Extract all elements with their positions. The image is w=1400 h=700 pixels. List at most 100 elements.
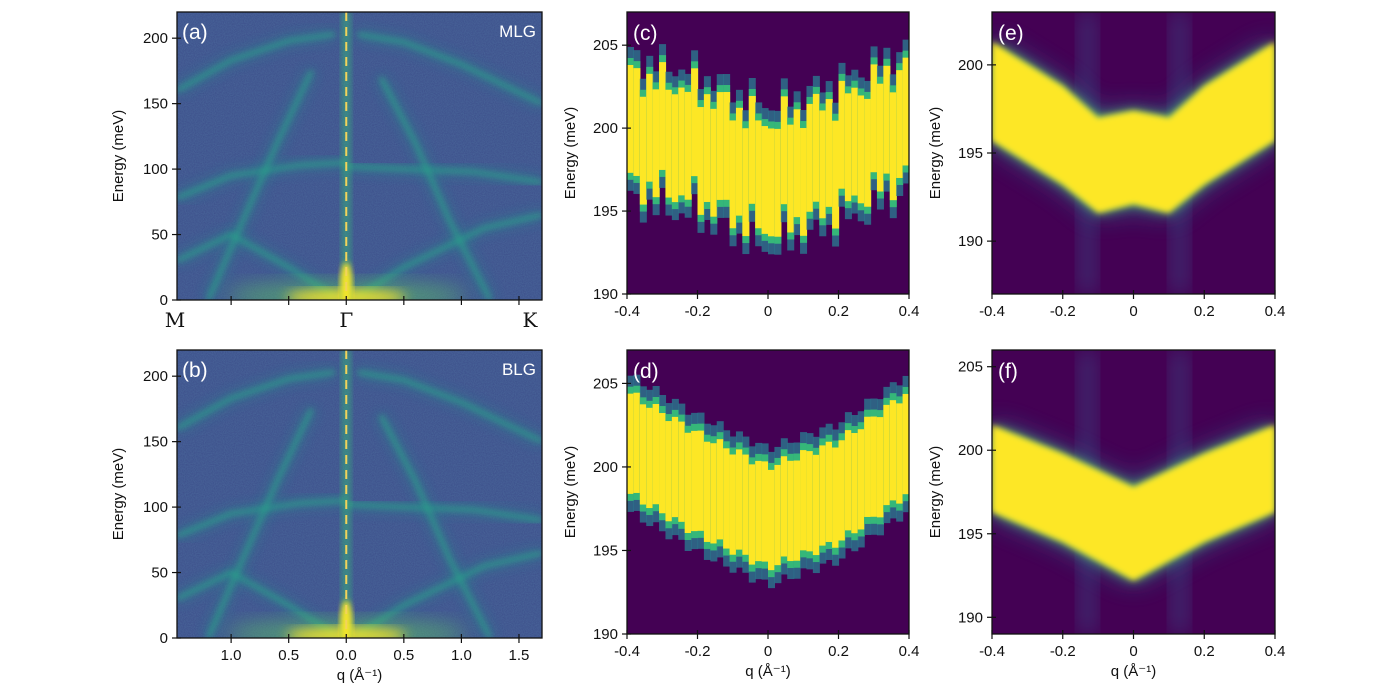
y-axis-title: Energy (meV) bbox=[927, 107, 944, 200]
band-column bbox=[793, 109, 801, 218]
y-tick-label: 100 bbox=[143, 499, 168, 516]
band-column bbox=[851, 433, 859, 534]
panel-e: (e) 190 195 200 Energy (meV) -0.4 -0.2 0 0.2 0.4 bbox=[927, 11, 1286, 320]
x-tick-label: -0.4 bbox=[614, 303, 640, 320]
heatmap-image bbox=[177, 350, 542, 638]
sample-label: BLG bbox=[502, 360, 536, 379]
high-symmetry-label: Γ bbox=[339, 308, 353, 332]
panel-frame bbox=[176, 11, 543, 301]
band-column bbox=[832, 120, 840, 229]
dispersion-branch bbox=[346, 502, 542, 522]
y-tick-label: 50 bbox=[151, 227, 168, 244]
y-tick-label: 200 bbox=[593, 459, 618, 476]
x-tick-label: -0.2 bbox=[1050, 303, 1076, 320]
band-column bbox=[627, 65, 635, 173]
dispersion-branch bbox=[379, 414, 492, 638]
dispersion-branch bbox=[356, 213, 542, 298]
x-axis-title: q (Å⁻¹) bbox=[745, 663, 790, 680]
band-column bbox=[876, 83, 884, 192]
dispersion-branch bbox=[206, 70, 314, 300]
y-tick-label: 190 bbox=[593, 626, 618, 643]
band-column bbox=[646, 407, 654, 509]
y-tick-label: 200 bbox=[958, 57, 983, 74]
band-column bbox=[678, 87, 686, 196]
band-column bbox=[851, 87, 859, 196]
high-symmetry-label: K bbox=[523, 308, 539, 332]
band-column bbox=[793, 460, 801, 561]
y-tick-label: 195 bbox=[958, 145, 983, 162]
y-tick-label: 205 bbox=[958, 359, 983, 376]
band-column bbox=[800, 128, 808, 236]
band-column bbox=[697, 107, 705, 215]
y-tick-label: 190 bbox=[593, 286, 618, 303]
panel-label: (b) bbox=[182, 359, 208, 382]
band-column bbox=[646, 73, 654, 182]
y-tick-label: 50 bbox=[151, 565, 168, 582]
band-column bbox=[864, 98, 872, 207]
band-column bbox=[876, 417, 884, 518]
band-column bbox=[902, 393, 909, 495]
band-column bbox=[787, 124, 795, 233]
band-column bbox=[716, 92, 724, 200]
x-tick-label: 0 bbox=[764, 303, 772, 320]
y-tick-label: 200 bbox=[593, 120, 618, 137]
high-symmetry-label: M bbox=[165, 308, 185, 332]
band-column bbox=[659, 62, 667, 170]
band-column bbox=[627, 393, 635, 494]
band-column bbox=[832, 447, 840, 548]
band-column bbox=[742, 128, 750, 237]
x-tick-label: -0.4 bbox=[979, 643, 1005, 660]
band-column bbox=[691, 68, 699, 177]
band-column bbox=[748, 464, 756, 565]
y-tick-label: 200 bbox=[143, 30, 168, 47]
band-column bbox=[838, 80, 846, 189]
dispersion-branch bbox=[177, 370, 335, 431]
panel-label: (f) bbox=[998, 360, 1018, 383]
y-tick-label: 190 bbox=[958, 233, 983, 250]
x-tick-label: 0.4 bbox=[1265, 303, 1286, 320]
panel-d: (d) 190 195 200 205 Energy (meV) -0.4 -0.2 0 0.2 0… bbox=[562, 349, 920, 680]
band-column bbox=[691, 430, 699, 532]
band-column bbox=[825, 99, 833, 207]
band-column bbox=[665, 421, 673, 522]
x-tick-label: 0.2 bbox=[1194, 303, 1215, 320]
sample-label: MLG bbox=[499, 22, 536, 41]
band-column bbox=[671, 416, 679, 518]
gamma-peak bbox=[340, 600, 353, 638]
panel-a: (a) MLG 0 50 100 150 200 Energy (meV) M Γ K bbox=[110, 11, 543, 332]
x-tick-label: 0.4 bbox=[899, 303, 920, 320]
x-tick-label: -0.4 bbox=[979, 303, 1005, 320]
band-column bbox=[812, 93, 820, 202]
x-tick-label: 0.0 bbox=[336, 647, 357, 664]
band-column bbox=[755, 120, 763, 229]
band-column bbox=[761, 461, 769, 562]
x-tick-label: 0.5 bbox=[393, 647, 414, 664]
x-axis-title: q (Å⁻¹) bbox=[337, 667, 382, 684]
dispersion-branch bbox=[177, 232, 336, 298]
band-column bbox=[652, 403, 660, 505]
x-tick-label: 0.2 bbox=[828, 303, 849, 320]
band-column bbox=[819, 110, 827, 219]
x-tick-label: -0.2 bbox=[685, 643, 711, 660]
dispersion-branch bbox=[356, 551, 542, 636]
band-column bbox=[639, 404, 647, 505]
band-column bbox=[678, 421, 686, 522]
x-tick-label: 0 bbox=[1129, 303, 1137, 320]
heatmap-image bbox=[627, 12, 909, 294]
dispersion-branch bbox=[357, 370, 542, 444]
band-column bbox=[806, 103, 814, 212]
band-column bbox=[870, 64, 878, 173]
y-tick-label: 200 bbox=[958, 442, 983, 459]
y-tick-label: 0 bbox=[160, 630, 168, 647]
band-column bbox=[652, 89, 660, 198]
band-column bbox=[902, 57, 909, 166]
band-column bbox=[684, 432, 692, 534]
band-column bbox=[716, 439, 724, 540]
y-tick-label: 205 bbox=[593, 375, 618, 392]
dispersion-branch bbox=[357, 32, 542, 106]
gamma-peak bbox=[340, 262, 353, 300]
x-tick-label: 0.4 bbox=[899, 643, 920, 660]
band-column bbox=[844, 93, 852, 202]
y-tick-label: 200 bbox=[143, 368, 168, 385]
